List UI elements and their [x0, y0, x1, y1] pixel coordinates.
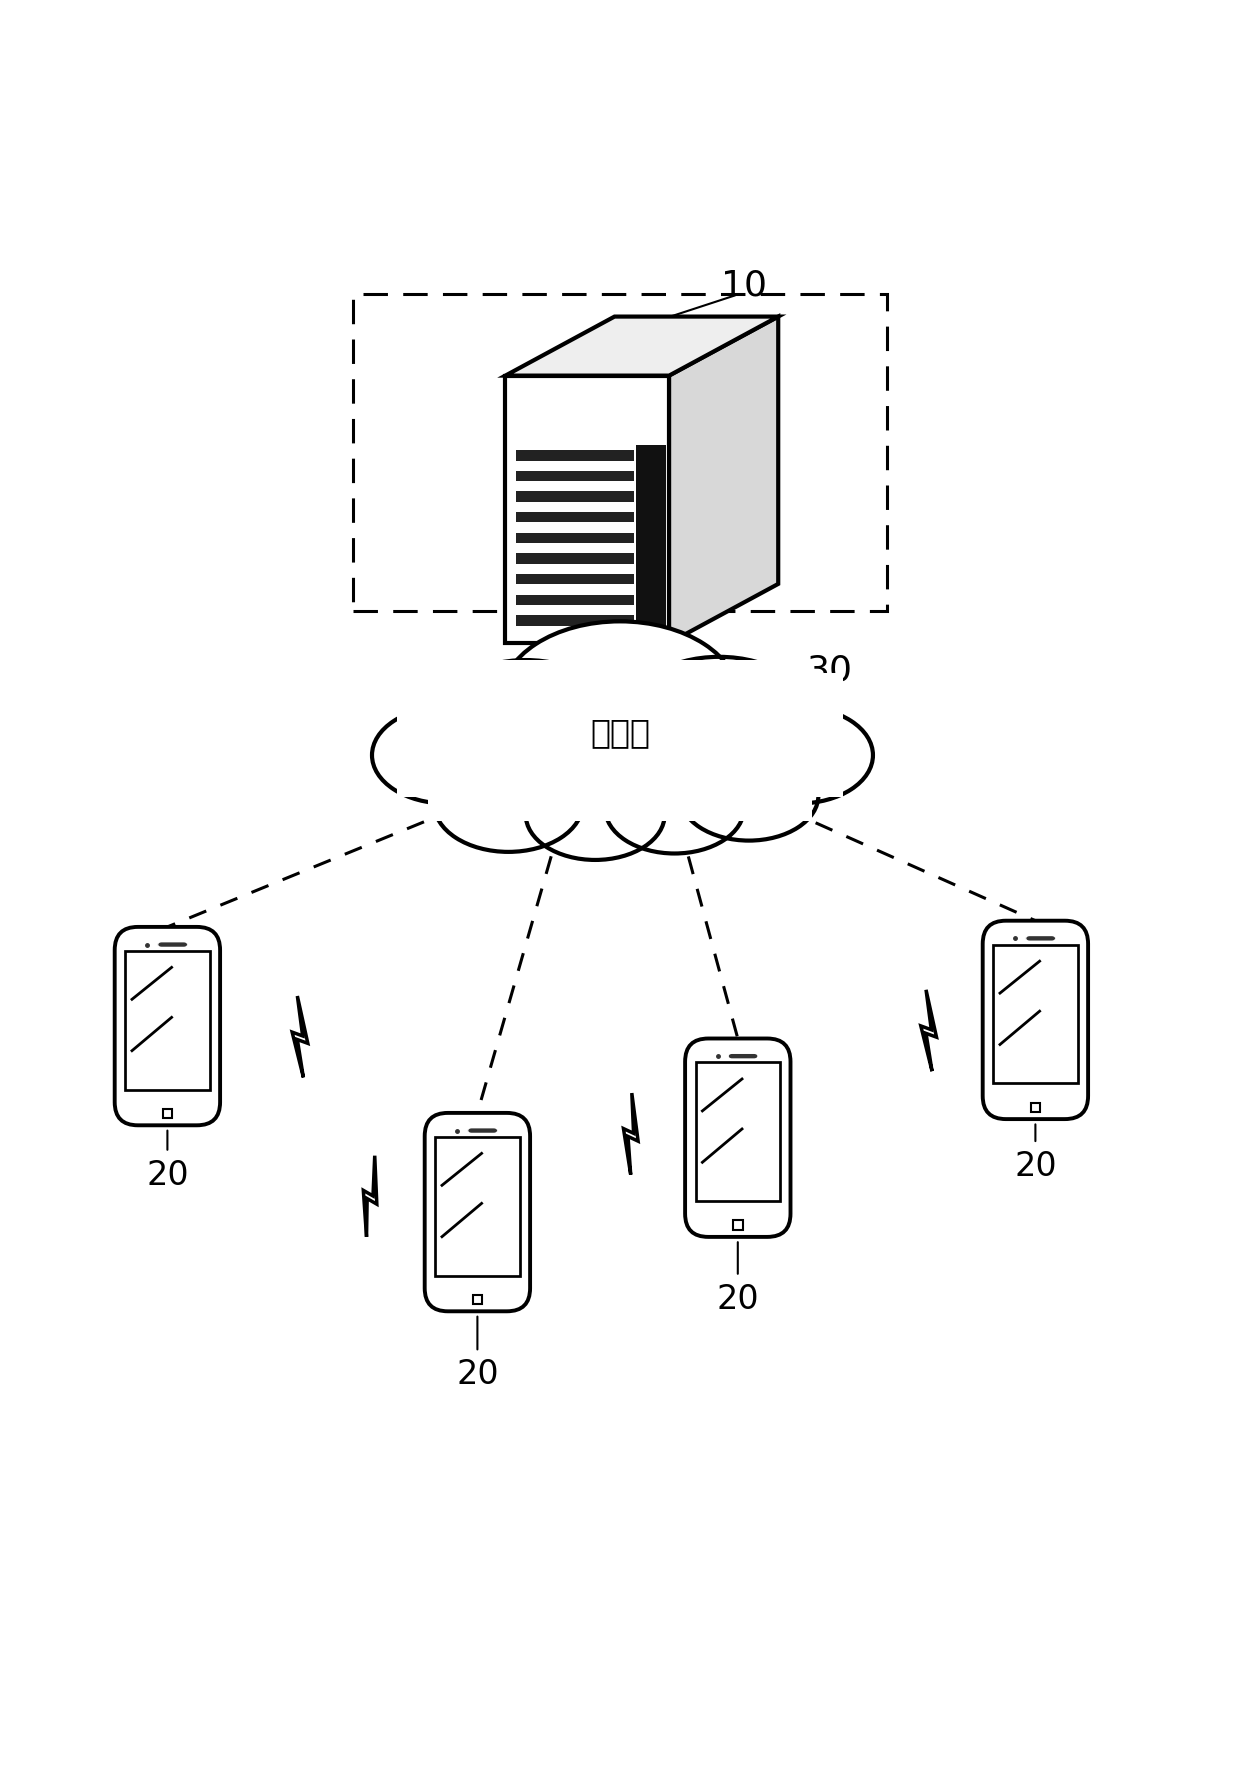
Polygon shape [125, 951, 210, 1090]
Polygon shape [516, 595, 634, 604]
FancyBboxPatch shape [467, 1129, 497, 1133]
Ellipse shape [680, 751, 818, 841]
Polygon shape [516, 553, 634, 564]
Polygon shape [516, 615, 634, 626]
Polygon shape [435, 1136, 520, 1276]
Ellipse shape [372, 707, 521, 804]
FancyBboxPatch shape [1025, 937, 1055, 940]
FancyBboxPatch shape [424, 1113, 531, 1311]
Polygon shape [516, 451, 634, 461]
Polygon shape [516, 574, 634, 585]
FancyBboxPatch shape [157, 942, 187, 947]
Text: 20: 20 [146, 1159, 188, 1191]
FancyBboxPatch shape [728, 1053, 758, 1058]
Text: 因特网: 因特网 [590, 716, 650, 749]
Polygon shape [397, 673, 843, 797]
Ellipse shape [724, 707, 873, 804]
Polygon shape [516, 470, 634, 481]
Polygon shape [162, 1110, 172, 1119]
Text: 20: 20 [717, 1283, 759, 1316]
Ellipse shape [501, 622, 739, 776]
Polygon shape [363, 1156, 377, 1237]
Text: 20: 20 [456, 1359, 498, 1391]
Polygon shape [636, 445, 666, 626]
Ellipse shape [625, 657, 813, 779]
Polygon shape [293, 997, 308, 1078]
Polygon shape [428, 661, 812, 822]
Text: 10: 10 [720, 269, 768, 302]
Polygon shape [993, 945, 1078, 1083]
Ellipse shape [526, 770, 665, 861]
Polygon shape [624, 1094, 639, 1175]
FancyBboxPatch shape [982, 921, 1089, 1119]
Ellipse shape [436, 661, 615, 776]
Text: 20: 20 [1014, 1150, 1056, 1184]
Polygon shape [516, 512, 634, 523]
Polygon shape [921, 990, 936, 1071]
Polygon shape [516, 491, 634, 502]
Ellipse shape [434, 755, 583, 852]
Polygon shape [733, 1221, 743, 1230]
Polygon shape [506, 376, 670, 643]
Polygon shape [506, 316, 779, 376]
Polygon shape [670, 316, 779, 643]
FancyBboxPatch shape [684, 1039, 791, 1237]
Polygon shape [516, 532, 634, 542]
Ellipse shape [605, 763, 744, 853]
Polygon shape [472, 1295, 482, 1304]
Polygon shape [1030, 1103, 1040, 1111]
Polygon shape [696, 1062, 780, 1202]
FancyBboxPatch shape [114, 928, 221, 1126]
Text: 30: 30 [806, 654, 852, 687]
